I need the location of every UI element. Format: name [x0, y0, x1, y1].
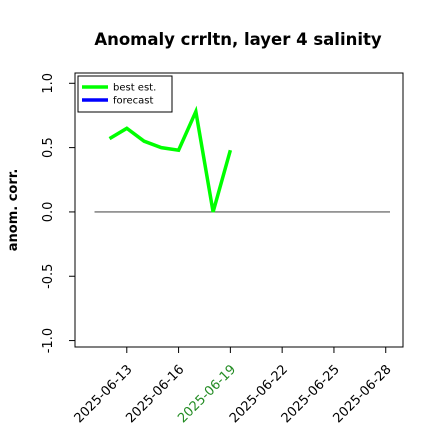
y-axis-label: anom. corr. [6, 169, 21, 252]
legend-box [77, 75, 173, 113]
y-tick-label: 1.0 [41, 73, 56, 94]
legend-label: best est. [113, 83, 156, 94]
legend-label: forecast [113, 96, 154, 107]
y-tick-label: -1.0 [41, 328, 56, 353]
series-line-best-est [108, 105, 233, 213]
legend: best est. forecast [77, 75, 173, 113]
plot-area: -1.0-0.50.00.51.02025-06-132025-06-16202… [41, 72, 404, 426]
y-tick-label: 0.5 [41, 137, 56, 158]
y-tick-label: -0.5 [41, 264, 56, 289]
chart-title: Anomaly crrltn, layer 4 salinity [94, 30, 382, 49]
plot-frame [74, 72, 404, 348]
y-tick-label: 0.0 [41, 202, 56, 223]
